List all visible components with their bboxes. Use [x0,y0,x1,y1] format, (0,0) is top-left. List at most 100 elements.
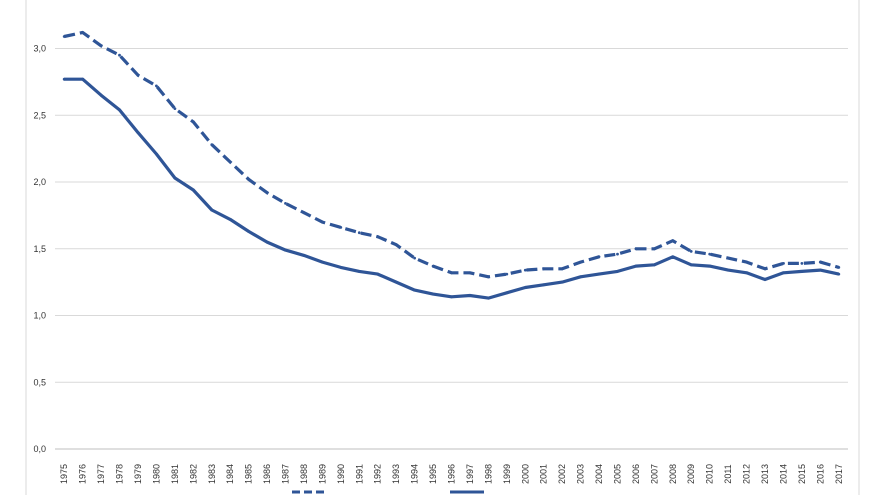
x-tick-label: 2013 [760,464,770,484]
data-point [671,255,675,259]
data-point [505,291,509,295]
data-point [247,177,251,181]
data-point [782,262,785,265]
data-point [302,211,306,215]
data-point [431,264,435,268]
x-tick-label: 1976 [78,464,88,484]
data-point [689,250,693,253]
data-point [468,271,472,275]
data-point [118,108,121,112]
data-point [357,270,361,273]
data-point [653,263,656,267]
data-point [450,271,453,275]
data-point [708,252,712,256]
data-point [247,230,251,233]
data-point [228,218,232,221]
x-tick-label: 1982 [188,464,198,484]
x-tick-label: 2010 [705,464,715,484]
x-tick-label: 1984 [225,464,235,484]
data-point [579,275,582,279]
data-point [523,268,527,272]
x-tick-label: 1978 [115,464,125,484]
data-point [118,53,121,57]
data-point [302,254,306,257]
x-tick-label: 1996 [447,464,457,484]
x-tick-label: 2015 [797,464,807,484]
x-tick-label: 1986 [262,464,272,484]
data-point [597,272,601,276]
data-point [357,231,361,235]
data-point [726,256,730,260]
x-tick-label: 2008 [668,464,678,484]
data-point [468,294,472,297]
series-line-dashed [63,30,840,279]
data-point [339,226,343,229]
x-tick-label: 1975 [59,464,69,484]
x-axis-ticks: 1975 1976 1977 1978 1979 1980 1981 1982 1983 1984… [59,464,844,484]
data-point [708,264,712,268]
data-point [210,208,214,212]
x-tick-label: 2000 [520,464,530,484]
y-tick-label: 1,5 [33,244,46,254]
data-point [726,268,730,272]
data-point [321,220,324,224]
data-point [210,143,214,147]
data-point [763,278,767,281]
x-tick-label: 2014 [778,464,788,484]
data-point [542,267,546,271]
data-point [191,188,195,192]
x-tick-label: 1981 [170,464,180,484]
data-point [173,176,177,180]
x-tick-label: 1985 [244,464,254,484]
x-tick-label: 1991 [354,464,364,484]
data-point [800,270,804,273]
data-point [376,235,380,239]
data-point [155,84,158,88]
data-point [62,35,66,38]
data-point [62,77,66,81]
x-tick-label: 1988 [299,464,309,484]
x-tick-label: 2007 [649,464,659,484]
x-tick-label: 2006 [631,464,641,484]
x-tick-label: 1999 [502,464,512,484]
data-point [523,286,527,289]
x-tick-label: 1994 [410,464,420,484]
y-axis-ticks: 0,0 0,5 1,0 1,5 2,0 2,5 3,0 [33,44,46,455]
data-point [671,239,675,243]
x-tick-label: 1997 [465,464,475,484]
x-tick-label: 1987 [281,464,291,484]
data-point [818,268,822,272]
data-point [413,288,416,292]
data-point [837,266,841,269]
data-point [542,283,546,287]
data-point [616,252,619,256]
x-tick-label: 1980 [151,464,161,484]
x-tick-label: 2003 [576,464,586,484]
x-tick-label: 1983 [207,464,217,484]
x-tick-label: 2004 [594,464,604,484]
data-point [173,107,177,110]
data-point [560,267,564,271]
data-point [782,271,785,275]
y-tick-label: 3,0 [33,44,46,54]
data-point [763,267,767,271]
data-point [339,266,343,269]
gridlines [55,48,848,450]
x-tick-label: 2017 [834,464,844,484]
data-point [99,93,103,97]
y-tick-label: 1,0 [33,311,46,321]
data-point [81,31,85,34]
data-point [579,260,582,264]
x-tick-label: 1990 [336,464,346,484]
data-point [450,295,453,299]
x-tick-label: 1998 [483,464,493,484]
data-point [745,260,748,264]
y-tick-label: 0,0 [33,444,46,454]
data-point [191,120,195,124]
data-point [597,255,601,259]
data-point [745,271,748,275]
data-point [689,263,693,267]
data-point [634,247,638,251]
